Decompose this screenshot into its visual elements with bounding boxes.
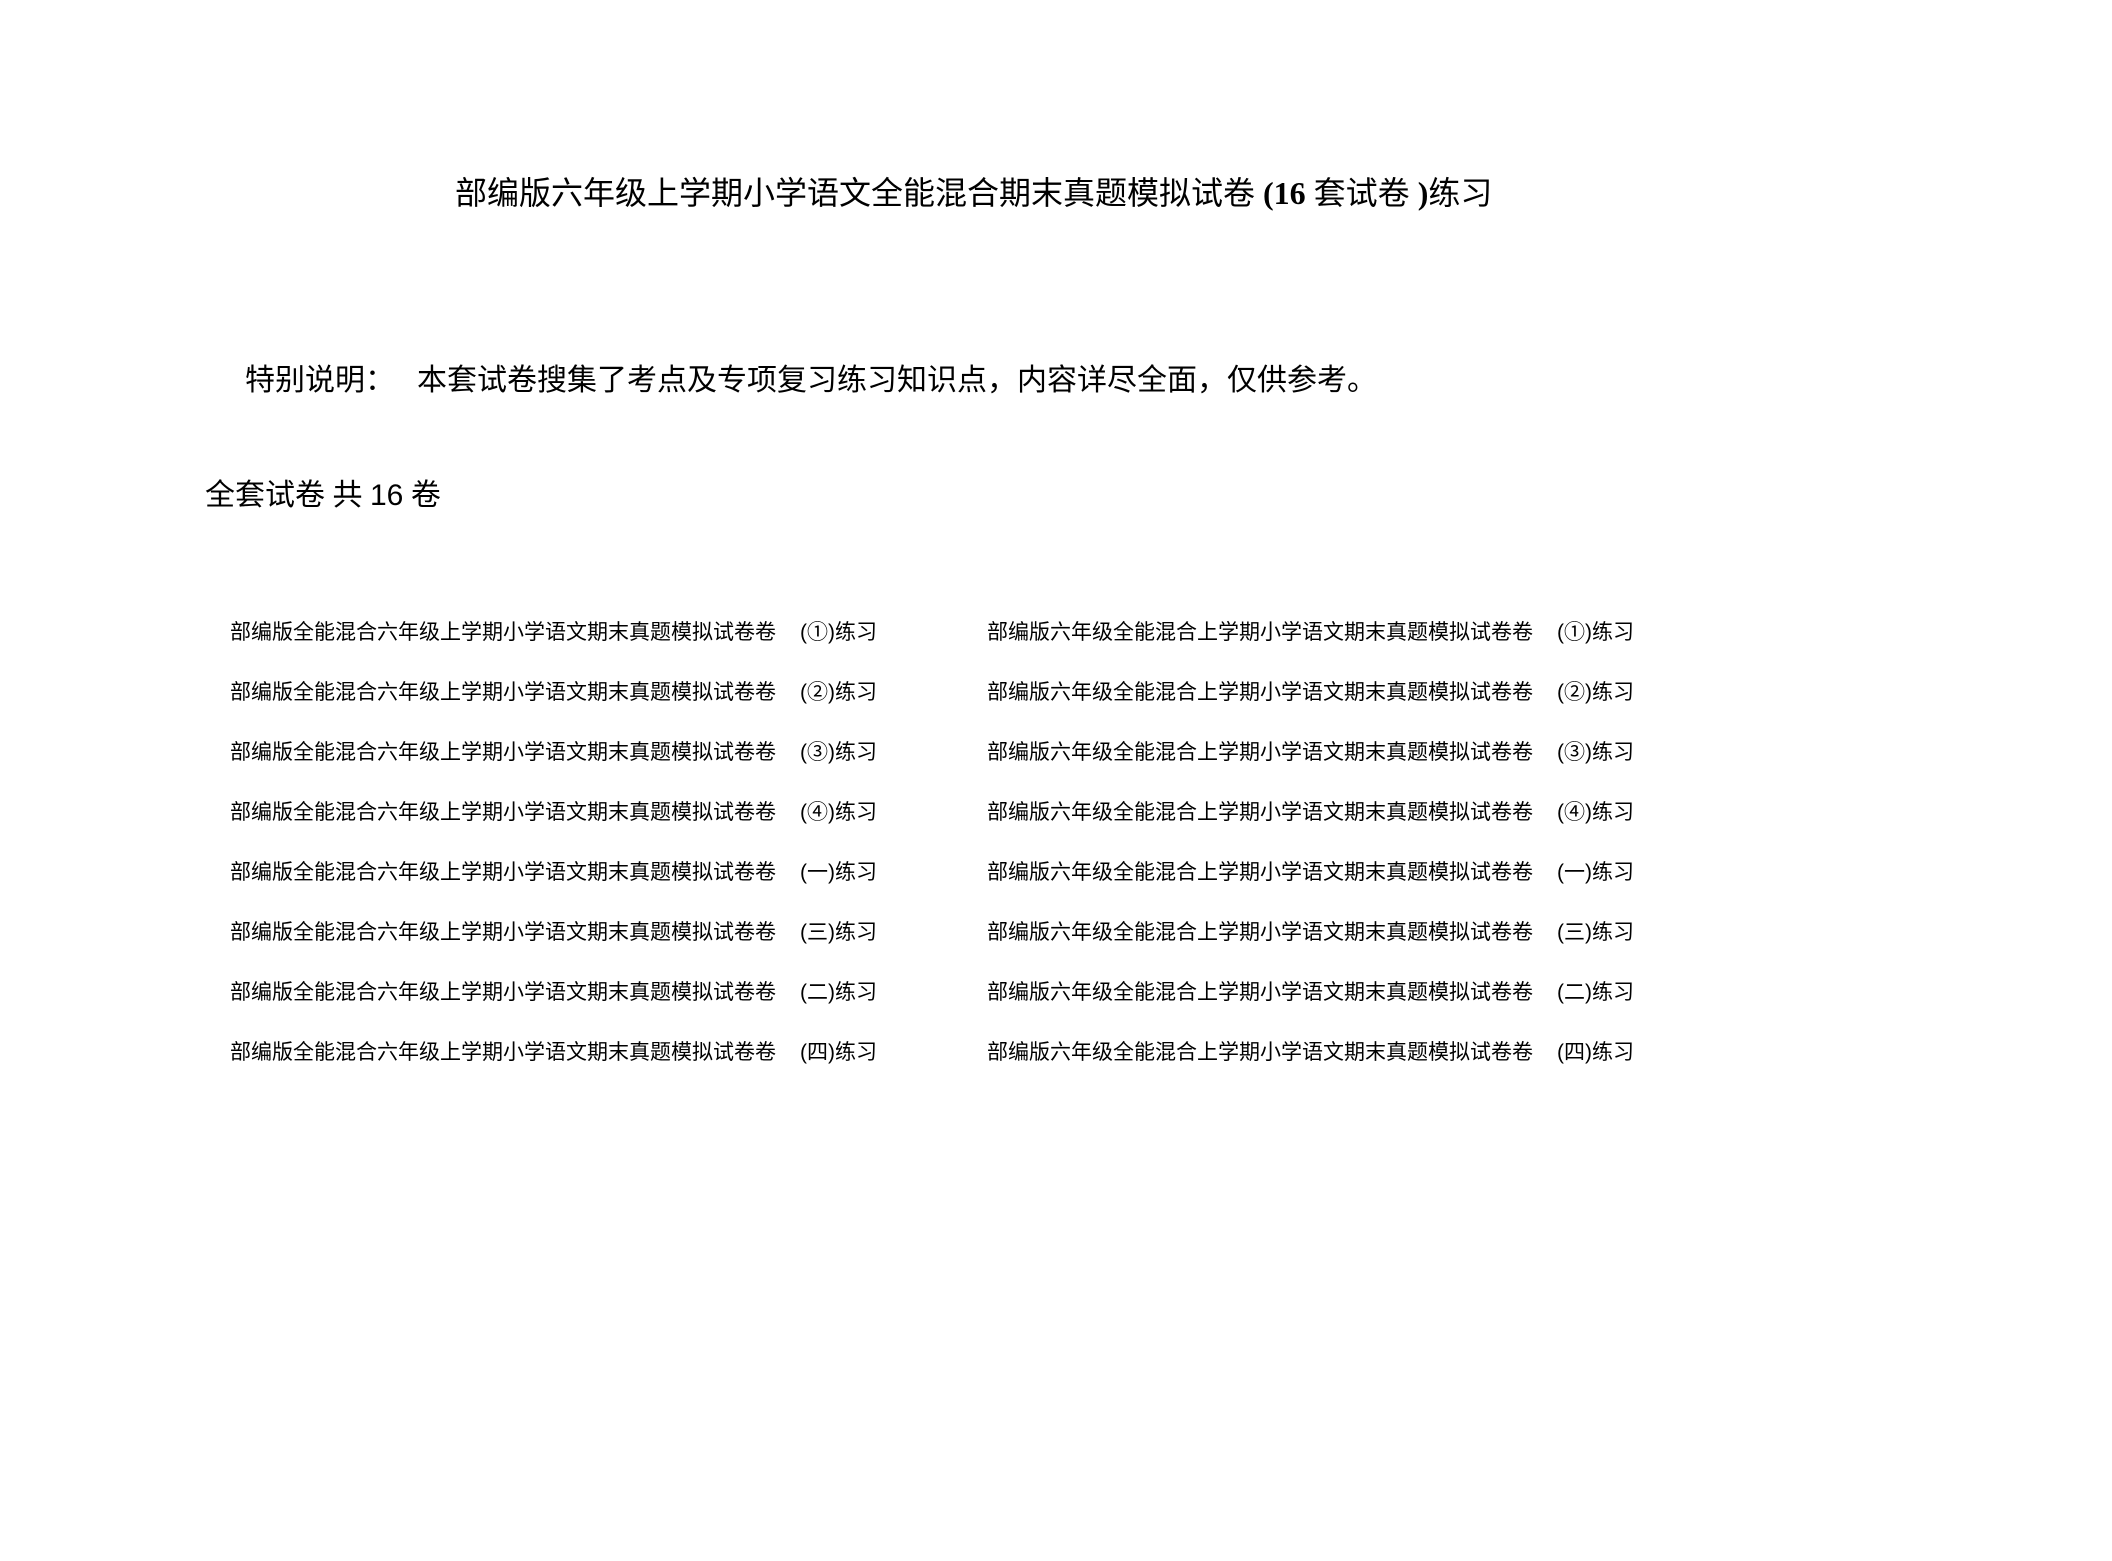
table-row: 部编版六年级全能混合上学期小学语文期末真题模拟试卷卷 (三)练习 <box>987 916 1634 976</box>
table-row: 部编版六年级全能混合上学期小学语文期末真题模拟试卷卷 (①)练习 <box>987 616 1634 676</box>
table-row: 部编版全能混合六年级上学期小学语文期末真题模拟试卷卷 (四)练习 <box>230 1036 877 1096</box>
row-suffix: (四)练习 <box>1557 1036 1634 1066</box>
table-container: 部编版全能混合六年级上学期小学语文期末真题模拟试卷卷 (①)练习 部编版全能混合… <box>230 616 1634 1096</box>
row-name: 部编版六年级全能混合上学期小学语文期末真题模拟试卷卷 <box>987 676 1557 706</box>
table-row: 部编版六年级全能混合上学期小学语文期末真题模拟试卷卷 (④)练习 <box>987 796 1634 856</box>
table-row: 部编版全能混合六年级上学期小学语文期末真题模拟试卷卷 (②)练习 <box>230 676 877 736</box>
row-name: 部编版全能混合六年级上学期小学语文期末真题模拟试卷卷 <box>230 736 800 766</box>
table-row: 部编版全能混合六年级上学期小学语文期末真题模拟试卷卷 (①)练习 <box>230 616 877 676</box>
table-row: 部编版六年级全能混合上学期小学语文期末真题模拟试卷卷 (②)练习 <box>987 676 1634 736</box>
row-name: 部编版全能混合六年级上学期小学语文期末真题模拟试卷卷 <box>230 676 800 706</box>
subtitle-count: 16 <box>370 479 403 512</box>
row-name: 部编版六年级全能混合上学期小学语文期末真题模拟试卷卷 <box>987 976 1557 1006</box>
row-suffix: (三)练习 <box>1557 916 1634 946</box>
table-row: 部编版全能混合六年级上学期小学语文期末真题模拟试卷卷 (三)练习 <box>230 916 877 976</box>
row-suffix: (一)练习 <box>1557 856 1634 886</box>
row-suffix: (④)练习 <box>1557 796 1634 826</box>
table-row: 部编版六年级全能混合上学期小学语文期末真题模拟试卷卷 (③)练习 <box>987 736 1634 796</box>
table-row: 部编版全能混合六年级上学期小学语文期末真题模拟试卷卷 (③)练习 <box>230 736 877 796</box>
table-left-column: 部编版全能混合六年级上学期小学语文期末真题模拟试卷卷 (①)练习 部编版全能混合… <box>230 616 877 1096</box>
table-row: 部编版六年级全能混合上学期小学语文期末真题模拟试卷卷 (二)练习 <box>987 976 1634 1036</box>
row-name: 部编版六年级全能混合上学期小学语文期末真题模拟试卷卷 <box>987 736 1557 766</box>
row-name: 部编版全能混合六年级上学期小学语文期末真题模拟试卷卷 <box>230 1036 800 1066</box>
note-label: 特别说明： <box>245 364 395 397</box>
row-suffix: (二)练习 <box>1557 976 1634 1006</box>
note-line: 特别说明： 本套试卷搜集了考点及专项复习练习知识点，内容详尽全面，仅供参考。 <box>245 355 1377 399</box>
row-name: 部编版六年级全能混合上学期小学语文期末真题模拟试卷卷 <box>987 796 1557 826</box>
row-suffix: (②)练习 <box>1557 676 1634 706</box>
row-name: 部编版全能混合六年级上学期小学语文期末真题模拟试卷卷 <box>230 976 800 1006</box>
row-name: 部编版全能混合六年级上学期小学语文期末真题模拟试卷卷 <box>230 616 800 646</box>
subtitle-prefix: 全套试卷 共 <box>205 479 370 512</box>
row-suffix: (三)练习 <box>800 916 877 946</box>
row-name: 部编版六年级全能混合上学期小学语文期末真题模拟试卷卷 <box>987 856 1557 886</box>
table-right-column: 部编版六年级全能混合上学期小学语文期末真题模拟试卷卷 (①)练习 部编版六年级全… <box>987 616 1634 1096</box>
table-row: 部编版六年级全能混合上学期小学语文期末真题模拟试卷卷 (四)练习 <box>987 1036 1634 1096</box>
title-paren-open: ( <box>1255 175 1274 211</box>
title-paren-close: ) <box>1418 175 1429 211</box>
row-name: 部编版全能混合六年级上学期小学语文期末真题模拟试卷卷 <box>230 916 800 946</box>
table-row: 部编版六年级全能混合上学期小学语文期末真题模拟试卷卷 (一)练习 <box>987 856 1634 916</box>
subtitle: 全套试卷 共 16 卷 <box>205 470 441 514</box>
row-name: 部编版全能混合六年级上学期小学语文期末真题模拟试卷卷 <box>230 856 800 886</box>
row-suffix: (一)练习 <box>800 856 877 886</box>
title-count: 16 <box>1274 175 1306 211</box>
table-row: 部编版全能混合六年级上学期小学语文期末真题模拟试卷卷 (④)练习 <box>230 796 877 856</box>
table-row: 部编版全能混合六年级上学期小学语文期末真题模拟试卷卷 (一)练习 <box>230 856 877 916</box>
row-suffix: (②)练习 <box>800 676 877 706</box>
row-suffix: (③)练习 <box>1557 736 1634 766</box>
row-suffix: (①)练习 <box>1557 616 1634 646</box>
note-text: 本套试卷搜集了考点及专项复习练习知识点，内容详尽全面，仅供参考。 <box>417 364 1377 397</box>
title-suffix: 练习 <box>1428 175 1492 211</box>
row-suffix: (③)练习 <box>800 736 877 766</box>
row-suffix: (二)练习 <box>800 976 877 1006</box>
page-title: 部编版六年级上学期小学语文全能混合期末真题模拟试卷 (16 套试卷 )练习 <box>455 168 1492 214</box>
row-name: 部编版全能混合六年级上学期小学语文期末真题模拟试卷卷 <box>230 796 800 826</box>
row-suffix: (①)练习 <box>800 616 877 646</box>
row-name: 部编版六年级全能混合上学期小学语文期末真题模拟试卷卷 <box>987 916 1557 946</box>
subtitle-suffix: 卷 <box>403 479 441 512</box>
title-unit: 套试卷 <box>1306 175 1418 211</box>
table-row: 部编版全能混合六年级上学期小学语文期末真题模拟试卷卷 (二)练习 <box>230 976 877 1036</box>
row-name: 部编版六年级全能混合上学期小学语文期末真题模拟试卷卷 <box>987 1036 1557 1066</box>
row-suffix: (④)练习 <box>800 796 877 826</box>
title-main: 部编版六年级上学期小学语文全能混合期末真题模拟试卷 <box>455 175 1255 211</box>
row-name: 部编版六年级全能混合上学期小学语文期末真题模拟试卷卷 <box>987 616 1557 646</box>
row-suffix: (四)练习 <box>800 1036 877 1066</box>
